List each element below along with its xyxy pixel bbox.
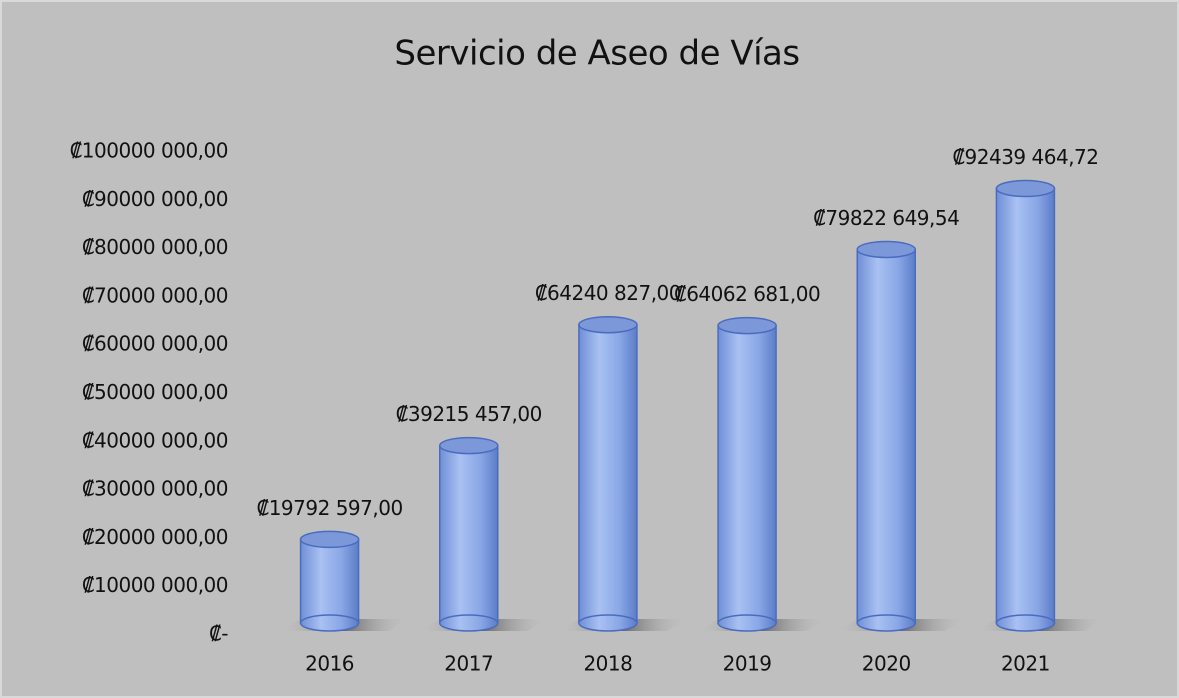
x-tick-label: 2016 [305, 652, 354, 676]
x-tick-label: 2020 [862, 652, 911, 676]
bar [995, 187, 1056, 624]
y-tick-label: ₡30000 000,00 [82, 477, 228, 501]
bar-bottom [299, 614, 360, 632]
y-tick-label: ₡70000 000,00 [82, 283, 228, 307]
data-label: ₡79822 649,54 [813, 206, 959, 230]
y-tick-label: ₡10000 000,00 [82, 573, 228, 597]
bar [856, 248, 916, 624]
y-tick-label: ₡20000 000,00 [82, 525, 228, 549]
data-label: ₡92439 464,72 [952, 145, 1098, 169]
data-label: ₡39215 457,00 [396, 402, 542, 426]
bar [299, 538, 360, 624]
bar [578, 323, 638, 624]
x-tick-label: 2017 [444, 652, 493, 676]
y-tick-label: ₡60000 000,00 [82, 332, 228, 356]
bar-top [717, 316, 777, 335]
y-tick-label: ₡50000 000,00 [82, 380, 228, 404]
bar-top [439, 436, 499, 455]
y-tick-label: ₡100000 000,00 [70, 139, 228, 163]
bar [439, 444, 499, 624]
bar-bottom [995, 614, 1056, 632]
bar-bottom [717, 614, 777, 632]
data-label: ₡64240 827,00 [535, 281, 681, 305]
data-label: ₡64062 681,00 [674, 282, 820, 306]
bar-bottom [439, 614, 499, 632]
y-tick-label: ₡40000 000,00 [82, 428, 228, 452]
y-tick-label: ₡- [209, 622, 228, 646]
bar-top [578, 315, 638, 334]
bar-top [856, 240, 916, 259]
bar-top [995, 179, 1056, 198]
y-tick-label: ₡90000 000,00 [82, 187, 228, 211]
bar-bottom [856, 614, 916, 632]
x-tick-label: 2019 [723, 652, 772, 676]
x-tick-label: 2018 [583, 652, 632, 676]
data-label: ₡19792 597,00 [256, 496, 402, 520]
y-tick-label: ₡80000 000,00 [82, 235, 228, 259]
bar [717, 324, 777, 624]
chart-title: Servicio de Aseo de Vías [394, 34, 799, 74]
bar-bottom [578, 614, 638, 632]
bar-top [299, 530, 360, 549]
x-tick-label: 2021 [1001, 652, 1050, 676]
